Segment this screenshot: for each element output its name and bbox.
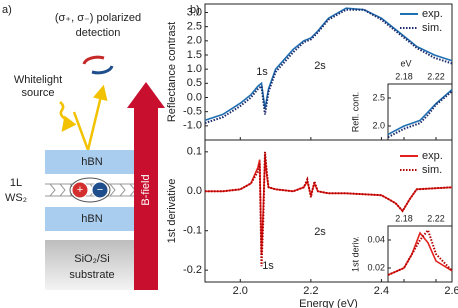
y-tick-label: -0.5 (183, 106, 202, 118)
annotation: 2s (314, 226, 326, 238)
data-line (204, 7, 453, 121)
x-axis-label: Energy (eV) (299, 298, 358, 308)
x-tick-label: 2.6 (444, 285, 458, 297)
layer-text: SiO₂/Si (74, 253, 109, 265)
charge-sign: − (97, 184, 103, 196)
y-tick-label: 1.0 (187, 63, 202, 75)
legend-label: exp. (422, 150, 443, 162)
light-wave (59, 101, 77, 133)
hbn-layer (45, 150, 140, 174)
x-tick-label: 2.4 (374, 285, 389, 297)
y-tick-label: -1.0 (183, 120, 202, 132)
x-tick-label: 2.18 (395, 71, 413, 81)
data-line (204, 8, 453, 124)
y-tick-label: 0.5 (187, 77, 202, 89)
y-tick-label: 0.1 (187, 146, 202, 158)
data-line (387, 228, 453, 276)
substrate (45, 240, 140, 290)
y-axis-label: 1st deriv. (350, 236, 360, 272)
y-tick-label: 1.5 (187, 49, 202, 61)
detection-text: detection (76, 27, 121, 39)
y-tick-label: 0.04 (367, 234, 385, 244)
y-tick-label: -0.1 (183, 225, 202, 237)
panel-label: b) (190, 4, 200, 16)
data-line (387, 90, 453, 139)
x-axis-label: eV (400, 58, 411, 68)
y-tick-label: 2.0 (187, 35, 202, 47)
x-tick-label: 2.22 (427, 213, 445, 223)
y-tick-label: 0.0 (187, 185, 202, 197)
y-tick-label: 0.0 (187, 91, 202, 103)
electron-hole (91, 181, 109, 199)
x-tick-label: 2.18 (395, 213, 413, 223)
y-tick-label: -0.2 (183, 264, 202, 276)
y-axis-label: 1st derivative (166, 179, 178, 244)
y-axis-label: Reflectance contrast (166, 22, 178, 122)
layer-text: 1L (10, 177, 22, 189)
data-line (387, 231, 453, 276)
circular-arrow (91, 65, 114, 75)
annotation: 1s (256, 66, 268, 78)
x-tick-label: 2.0 (233, 285, 248, 297)
y-tick-label: 2.5 (372, 92, 385, 102)
electron-hole (71, 181, 89, 199)
layer-text: hBN (81, 213, 102, 225)
field-text: B-field (140, 174, 152, 205)
annotation: 2s (314, 60, 326, 72)
layer-text: hBN (81, 156, 102, 168)
legend-label: sim. (422, 164, 442, 176)
exciton-outline (69, 177, 111, 203)
data-line (205, 151, 453, 267)
circular-arrow (82, 55, 105, 65)
legend-label: sim. (422, 22, 442, 34)
plot-frame (387, 225, 453, 283)
field-arrow (127, 82, 165, 290)
light-path (72, 84, 108, 155)
annotation: 1s (262, 260, 274, 272)
x-tick-label: 2.2 (303, 285, 318, 297)
hbn-layer (45, 207, 140, 231)
y-tick-label: 0.02 (367, 262, 385, 272)
y-tick-label: 2.5 (187, 21, 202, 33)
x-tick-label: 2.22 (427, 71, 445, 81)
plot-frame (387, 83, 453, 141)
source-text: Whitelight (14, 74, 62, 86)
y-axis-label: Refl. cont. (350, 92, 360, 133)
layer-text: substrate (69, 269, 114, 281)
y-tick-label: 3.0 (187, 6, 202, 18)
panel-a: a) (σ₊, σ₋) polarized detection Whitelig… (2, 4, 165, 290)
charge-sign: + (77, 184, 83, 196)
panel-label: a) (2, 4, 12, 16)
layer-text: WS₂ (5, 192, 27, 204)
detection-text: (σ₊, σ₋) polarized (55, 12, 141, 24)
y-tick-label: 2.0 (372, 120, 385, 130)
legend-label: exp. (422, 8, 443, 20)
source-text: source (21, 87, 54, 99)
